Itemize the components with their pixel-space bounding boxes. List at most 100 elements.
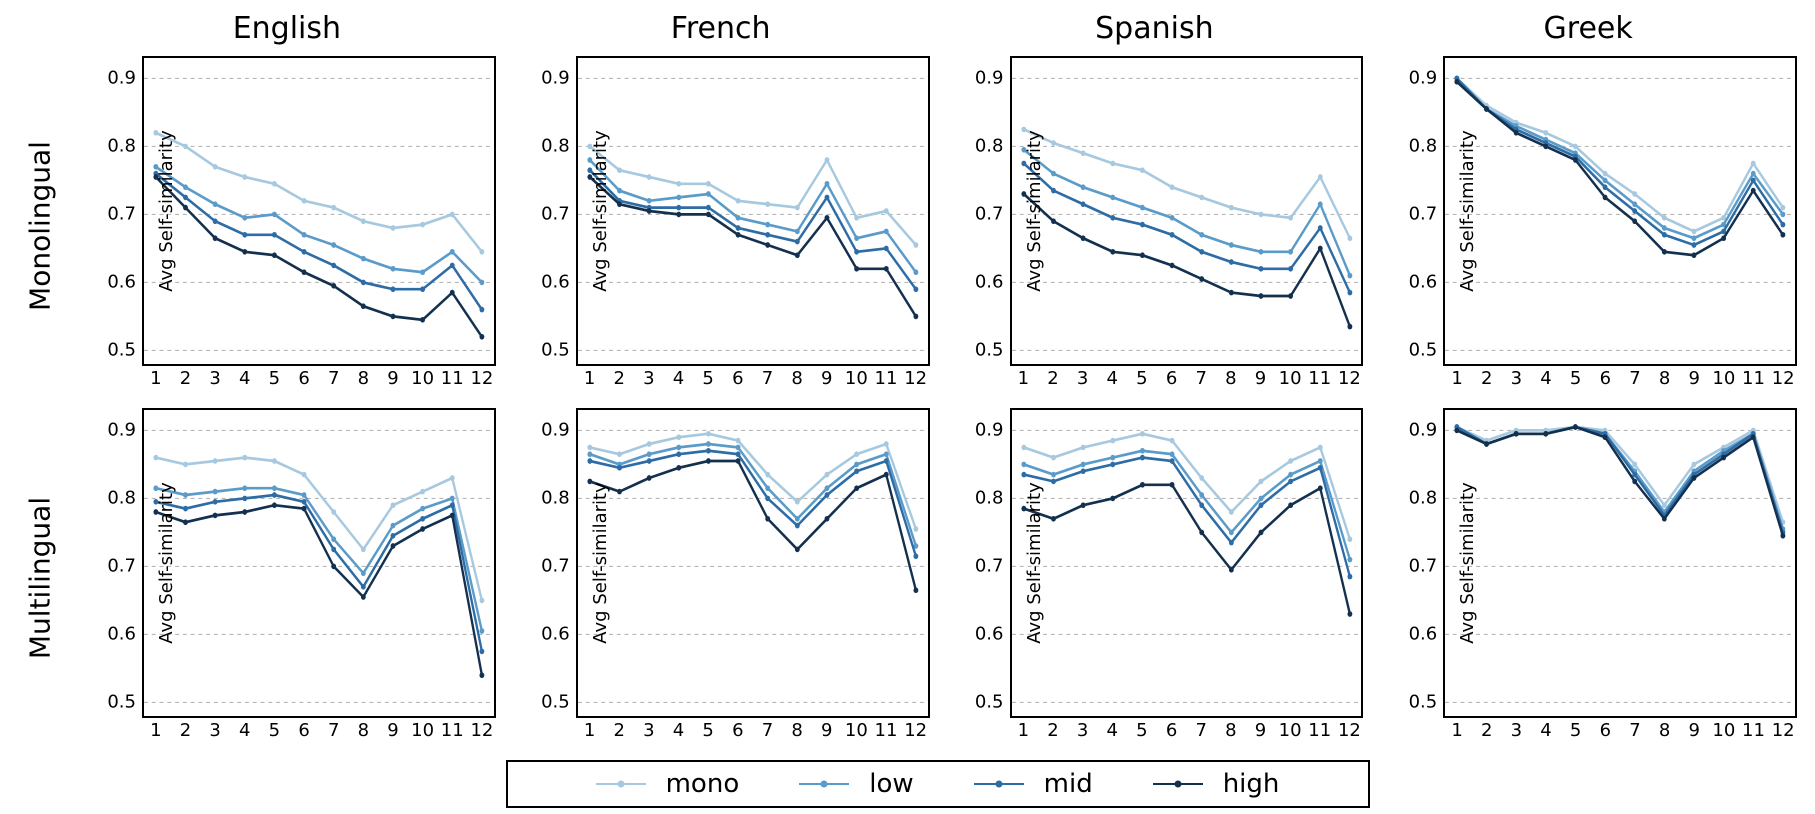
x-tick-label: 5	[1570, 716, 1581, 741]
y-tick-label: 0.6	[107, 624, 144, 645]
series-marker-high	[479, 672, 484, 678]
series-marker-low	[1347, 557, 1352, 563]
series-line-high	[156, 177, 482, 337]
y-tick-label: 0.8	[541, 136, 578, 157]
series-marker-low	[1347, 273, 1352, 279]
series-marker-mid	[1288, 266, 1293, 272]
plot-area: 0.50.60.70.80.9123456789101112Avg Self-s…	[142, 408, 496, 718]
series-marker-mono	[1633, 462, 1638, 468]
y-tick-label: 0.8	[541, 488, 578, 509]
series-marker-mid	[1080, 468, 1085, 474]
series-marker-low	[854, 462, 859, 468]
x-tick-label: 7	[1195, 716, 1206, 741]
x-tick-label: 5	[1136, 716, 1147, 741]
series-marker-mono	[213, 458, 218, 464]
series-marker-mono	[1692, 462, 1697, 468]
series-marker-high	[242, 249, 247, 255]
column-title: Greek	[1371, 11, 1805, 50]
series-marker-mono	[1662, 215, 1667, 221]
series-marker-mid	[854, 468, 859, 474]
series-marker-high	[1544, 144, 1549, 150]
series-marker-high	[795, 252, 800, 258]
x-tick-label: 9	[1255, 364, 1266, 389]
series-marker-mono	[153, 455, 158, 461]
x-tick-label: 6	[1166, 364, 1177, 389]
series-marker-low	[331, 242, 336, 248]
legend-label: mono	[666, 769, 740, 799]
series-marker-mid	[1347, 290, 1352, 296]
series-marker-high	[1317, 246, 1322, 252]
series-marker-high	[1573, 157, 1578, 163]
series-marker-low	[1662, 225, 1667, 231]
x-tick-label: 2	[1481, 716, 1492, 741]
series-marker-low	[1258, 496, 1263, 502]
series-marker-high	[1692, 252, 1697, 258]
series-marker-mid	[795, 523, 800, 529]
y-tick-label: 0.7	[1409, 556, 1446, 577]
series-marker-low	[884, 451, 889, 457]
y-tick-label: 0.8	[107, 488, 144, 509]
series-marker-mono	[1288, 215, 1293, 221]
series-marker-low	[1288, 249, 1293, 255]
series-marker-low	[450, 496, 455, 502]
y-axis-label: Avg Self-similarity	[156, 482, 177, 643]
series-marker-low	[676, 195, 681, 201]
series-marker-low	[1110, 195, 1115, 201]
y-tick-label: 0.9	[107, 68, 144, 89]
y-tick-label: 0.5	[107, 692, 144, 713]
x-tick-label: 8	[791, 716, 802, 741]
plot-area: 0.50.60.70.80.9123456789101112Avg Self-s…	[142, 56, 496, 366]
x-tick-label: 12	[1772, 364, 1795, 389]
y-tick-label: 0.8	[1409, 136, 1446, 157]
series-marker-high	[1721, 455, 1726, 461]
plot-area: 0.50.60.70.80.9123456789101112Avg Self-s…	[1443, 408, 1797, 718]
series-marker-mono	[1662, 502, 1667, 508]
series-marker-high	[420, 526, 425, 532]
series-line-mono	[156, 133, 482, 252]
series-marker-low	[391, 266, 396, 272]
y-tick-label: 0.5	[1409, 340, 1446, 361]
series-marker-mono	[1692, 229, 1697, 235]
x-tick-label: 7	[762, 364, 773, 389]
series-marker-mono	[450, 212, 455, 218]
panel: 0.50.60.70.80.9123456789101112Avg Self-s…	[504, 50, 938, 402]
series-marker-mono	[272, 181, 277, 187]
series-marker-mid	[479, 307, 484, 313]
series-marker-mono	[884, 441, 889, 447]
series-line-low	[1023, 150, 1349, 276]
x-tick-label: 3	[643, 364, 654, 389]
legend: monolowmidhigh	[506, 760, 1370, 808]
series-marker-mid	[1662, 232, 1667, 238]
series-marker-mid	[795, 239, 800, 245]
series-marker-high	[1228, 567, 1233, 573]
series-marker-low	[242, 215, 247, 221]
x-tick-label: 5	[269, 716, 280, 741]
series-marker-high	[1603, 434, 1608, 440]
y-axis-label: Avg Self-similarity	[590, 130, 611, 291]
series-line-low	[1023, 451, 1349, 560]
x-tick-label: 1	[1018, 364, 1029, 389]
series-marker-high	[1633, 218, 1638, 224]
x-tick-label: 6	[298, 716, 309, 741]
series-line-mid	[590, 170, 916, 289]
y-tick-label: 0.6	[541, 624, 578, 645]
x-tick-label: 12	[904, 716, 927, 741]
series-marker-low	[795, 516, 800, 522]
x-tick-label: 10	[1712, 364, 1735, 389]
series-marker-mid	[1603, 184, 1608, 190]
series-marker-high	[1080, 235, 1085, 241]
series-marker-low	[676, 445, 681, 451]
x-tick-label: 5	[702, 364, 713, 389]
series-marker-mid	[1051, 188, 1056, 194]
series-marker-mono	[765, 201, 770, 207]
series-marker-high	[1603, 195, 1608, 201]
series-marker-mid	[391, 533, 396, 539]
series-marker-mid	[1317, 465, 1322, 471]
series-marker-low	[824, 181, 829, 187]
x-tick-label: 11	[441, 364, 464, 389]
series-line-low	[156, 167, 482, 283]
x-tick-label: 1	[150, 364, 161, 389]
y-tick-label: 0.6	[975, 272, 1012, 293]
x-tick-label: 11	[1742, 716, 1765, 741]
x-tick-label: 9	[1688, 716, 1699, 741]
